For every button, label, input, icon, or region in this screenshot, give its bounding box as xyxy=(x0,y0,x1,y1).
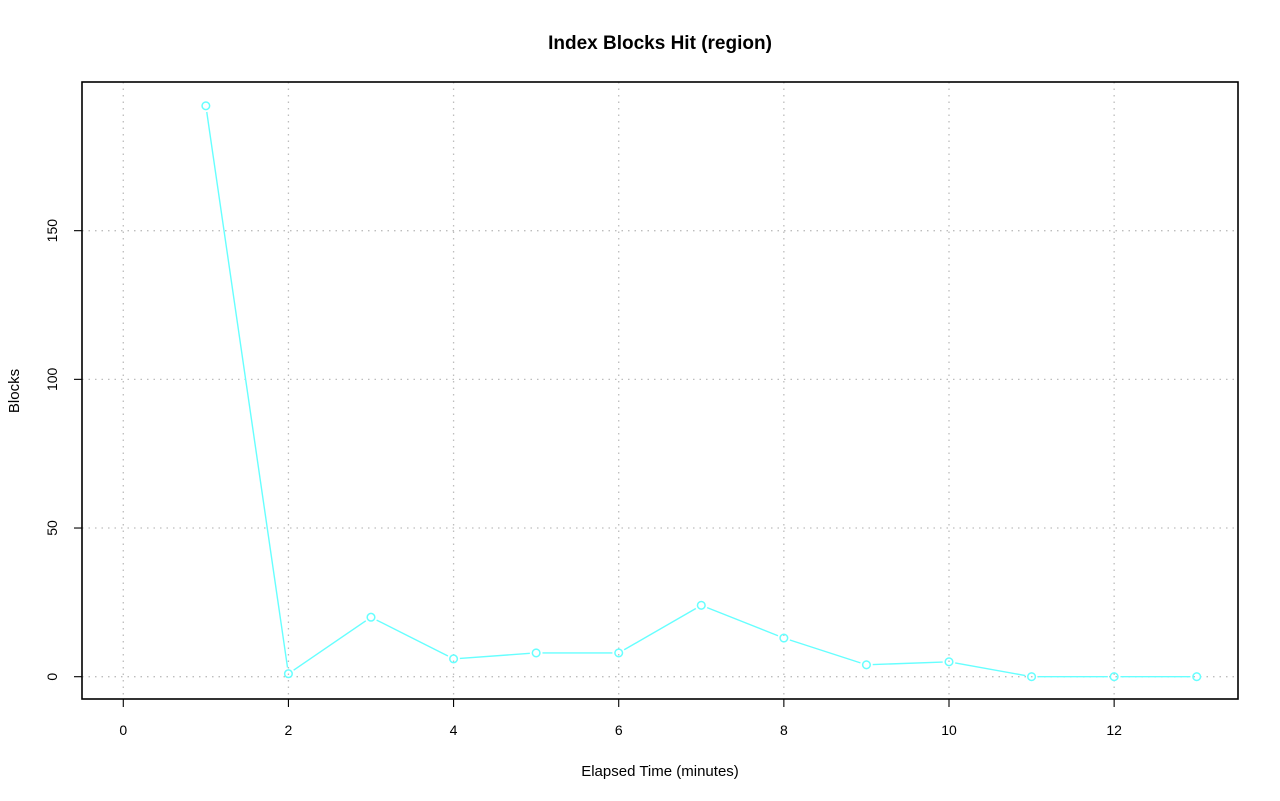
y-axis-label: Blocks xyxy=(6,369,23,413)
series-layer xyxy=(201,101,1202,682)
series-line-segment xyxy=(293,620,367,671)
chart-title: Index Blocks Hit (region) xyxy=(548,33,772,54)
y-tick-label: 100 xyxy=(44,367,60,391)
series-line-segment xyxy=(955,662,1026,677)
data-point xyxy=(614,648,624,658)
data-point xyxy=(1192,672,1202,682)
data-point xyxy=(861,660,871,670)
y-tick-label: 50 xyxy=(44,520,60,536)
data-point xyxy=(283,669,293,679)
y-tick-label: 150 xyxy=(44,219,60,243)
data-point xyxy=(201,101,211,111)
series-line-segment xyxy=(376,619,449,657)
series-line-segment xyxy=(623,607,697,651)
y-axis: 0 50 100 150 xyxy=(44,219,82,681)
y-tick-label: 0 xyxy=(44,673,60,681)
x-axis-label: Elapsed Time (minutes) xyxy=(581,763,739,780)
series-line-segment xyxy=(459,652,530,660)
grid xyxy=(82,82,1238,699)
x-tick-label: 12 xyxy=(1106,722,1122,738)
data-point xyxy=(531,648,541,658)
data-point xyxy=(366,612,376,622)
x-tick-label: 0 xyxy=(119,722,127,738)
x-tick-label: 2 xyxy=(285,722,293,738)
series-line-segment xyxy=(789,639,861,664)
data-point xyxy=(696,600,706,610)
data-point xyxy=(1109,672,1119,682)
data-point xyxy=(779,633,789,643)
x-tick-label: 4 xyxy=(450,722,458,738)
x-tick-label: 8 xyxy=(780,722,788,738)
x-axis: 0 2 4 6 8 10 12 xyxy=(119,699,1122,738)
data-point xyxy=(449,654,459,664)
x-tick-label: 6 xyxy=(615,722,623,738)
plot-frame xyxy=(81,81,1239,700)
data-point xyxy=(944,657,954,667)
x-tick-label: 10 xyxy=(941,722,957,738)
data-point xyxy=(1027,672,1037,682)
series-line-segment xyxy=(872,661,943,666)
series-line-segment xyxy=(706,607,779,637)
series-line-segment xyxy=(206,111,289,668)
